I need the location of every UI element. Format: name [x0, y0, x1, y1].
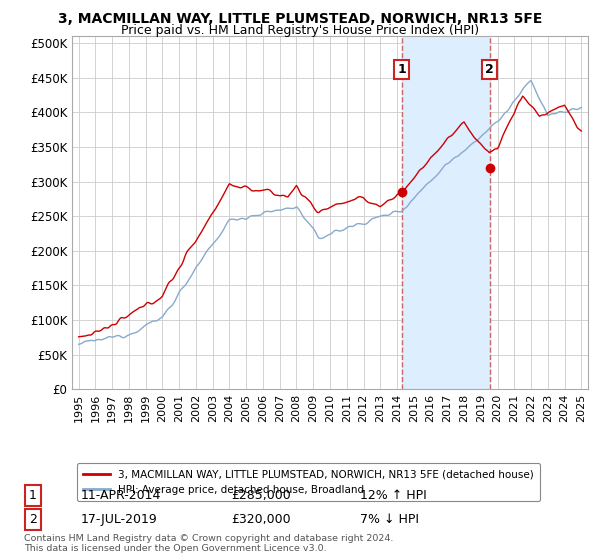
- Text: 2: 2: [485, 63, 494, 76]
- Text: £320,000: £320,000: [231, 513, 290, 526]
- Text: Price paid vs. HM Land Registry's House Price Index (HPI): Price paid vs. HM Land Registry's House …: [121, 24, 479, 36]
- Text: Contains HM Land Registry data © Crown copyright and database right 2024.
This d: Contains HM Land Registry data © Crown c…: [24, 534, 394, 553]
- Text: 1: 1: [397, 63, 406, 76]
- Bar: [401, 36, 490, 389]
- Legend: 3, MACMILLAN WAY, LITTLE PLUMSTEAD, NORWICH, NR13 5FE (detached house), HPI: Ave: 3, MACMILLAN WAY, LITTLE PLUMSTEAD, NORW…: [77, 463, 540, 501]
- Text: 17-JUL-2019: 17-JUL-2019: [81, 513, 158, 526]
- Text: 12% ↑ HPI: 12% ↑ HPI: [360, 489, 427, 502]
- Text: £285,000: £285,000: [231, 489, 291, 502]
- Text: 2: 2: [29, 513, 37, 526]
- Text: 11-APR-2014: 11-APR-2014: [81, 489, 161, 502]
- Text: 1: 1: [29, 489, 37, 502]
- Text: 3, MACMILLAN WAY, LITTLE PLUMSTEAD, NORWICH, NR13 5FE: 3, MACMILLAN WAY, LITTLE PLUMSTEAD, NORW…: [58, 12, 542, 26]
- Text: 7% ↓ HPI: 7% ↓ HPI: [360, 513, 419, 526]
